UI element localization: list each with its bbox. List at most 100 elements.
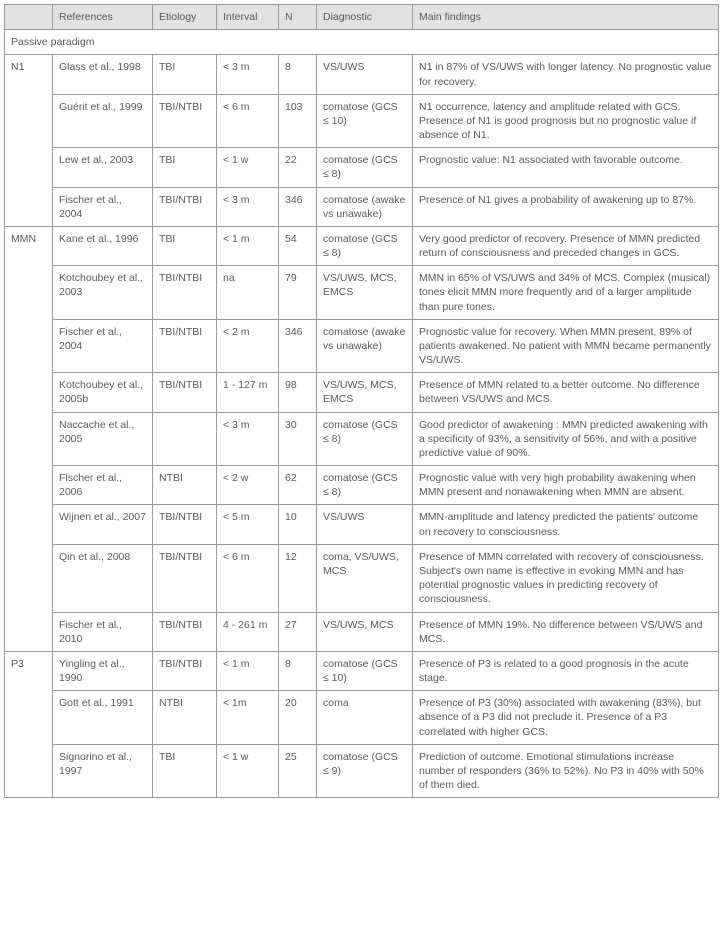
header-references: References [53, 5, 153, 30]
table-header: References Etiology Interval N Diagnosti… [5, 5, 719, 30]
interval-cell: < 3 m [217, 55, 279, 94]
table-row: Fischer et al., 2010TBI/NTBI4 - 261 m27V… [5, 612, 719, 651]
diagnostic-cell: comatose (GCS ≤ 10) [317, 651, 413, 690]
reference-cell: Fischer et al., 2006 [53, 466, 153, 505]
diagnostic-cell: comatose (GCS ≤ 8) [317, 412, 413, 466]
table-row: Naccache et al., 2005< 3 m30comatose (GC… [5, 412, 719, 466]
n-cell: 20 [279, 691, 317, 745]
n-cell: 25 [279, 744, 317, 798]
findings-cell: Presence of MMN correlated with recovery… [413, 544, 719, 612]
header-interval: Interval [217, 5, 279, 30]
etiology-cell: TBI [153, 744, 217, 798]
diagnostic-cell: comatose (GCS ≤ 8) [317, 148, 413, 187]
reference-cell: Fischer et al., 2004 [53, 319, 153, 373]
table-row: Wijnen et al., 2007TBI/NTBI< 5 m10VS/UWS… [5, 505, 719, 544]
reference-cell: Fischer et al., 2004 [53, 187, 153, 226]
diagnostic-cell: VS/UWS [317, 505, 413, 544]
section-row: Passive paradigm [5, 30, 719, 55]
table-row: Gott et al., 1991NTBI< 1m20comaPresence … [5, 691, 719, 745]
findings-cell: Presence of P3 (30%) associated with awa… [413, 691, 719, 745]
reference-cell: Wijnen et al., 2007 [53, 505, 153, 544]
section-label: Passive paradigm [5, 30, 719, 55]
diagnostic-cell: VS/UWS, MCS, EMCS [317, 266, 413, 320]
etiology-cell: NTBI [153, 691, 217, 745]
n-cell: 54 [279, 226, 317, 265]
interval-cell: < 6 m [217, 94, 279, 148]
table-row: Kotchoubey et al., 2003TBI/NTBIna79VS/UW… [5, 266, 719, 320]
table-row: Lew et al., 2003TBI< 1 w22comatose (GCS … [5, 148, 719, 187]
table-row: P3Yingling et al., 1990TBI/NTBI< 1 m8com… [5, 651, 719, 690]
interval-cell: < 2 m [217, 319, 279, 373]
etiology-cell: TBI/NTBI [153, 373, 217, 412]
table-row: Kotchoubey et al., 2005bTBI/NTBI1 - 127 … [5, 373, 719, 412]
reference-cell: Kane et al., 1996 [53, 226, 153, 265]
diagnostic-cell: comatose (GCS ≤ 8) [317, 466, 413, 505]
category-cell: MMN [5, 226, 53, 651]
header-findings: Main findings [413, 5, 719, 30]
interval-cell: < 2 w [217, 466, 279, 505]
etiology-cell: TBI/NTBI [153, 266, 217, 320]
header-diagnostic: Diagnostic [317, 5, 413, 30]
interval-cell: < 1 w [217, 744, 279, 798]
header-n: N [279, 5, 317, 30]
research-table: References Etiology Interval N Diagnosti… [4, 4, 719, 798]
reference-cell: Glass et al., 1998 [53, 55, 153, 94]
reference-cell: Naccache et al., 2005 [53, 412, 153, 466]
reference-cell: Gott et al., 1991 [53, 691, 153, 745]
n-cell: 79 [279, 266, 317, 320]
findings-cell: Prognostic value: N1 associated with fav… [413, 148, 719, 187]
findings-cell: Very good predictor of recovery. Presenc… [413, 226, 719, 265]
reference-cell: Signorino et al., 1997 [53, 744, 153, 798]
findings-cell: MMN-amplitude and latency predicted the … [413, 505, 719, 544]
etiology-cell [153, 412, 217, 466]
interval-cell: na [217, 266, 279, 320]
findings-cell: Prognostic value with very high probabil… [413, 466, 719, 505]
findings-cell: MMN in 65% of VS/UWS and 34% of MCS. Com… [413, 266, 719, 320]
diagnostic-cell: comatose (awake vs unawake) [317, 187, 413, 226]
interval-cell: < 1 m [217, 651, 279, 690]
interval-cell: < 1 w [217, 148, 279, 187]
etiology-cell: TBI/NTBI [153, 94, 217, 148]
n-cell: 103 [279, 94, 317, 148]
findings-cell: Presence of P3 is related to a good prog… [413, 651, 719, 690]
diagnostic-cell: VS/UWS [317, 55, 413, 94]
interval-cell: < 1 m [217, 226, 279, 265]
table-body: Passive paradigm N1Glass et al., 1998TBI… [5, 30, 719, 798]
n-cell: 62 [279, 466, 317, 505]
category-cell: P3 [5, 651, 53, 797]
findings-cell: Prognostic value for recovery. When MMN … [413, 319, 719, 373]
findings-cell: Good predictor of awakening : MMN predic… [413, 412, 719, 466]
n-cell: 10 [279, 505, 317, 544]
table-row: Fischer et al., 2004TBI/NTBI< 2 m346coma… [5, 319, 719, 373]
reference-cell: Qin et al., 2008 [53, 544, 153, 612]
etiology-cell: TBI/NTBI [153, 187, 217, 226]
n-cell: 346 [279, 187, 317, 226]
reference-cell: Guérit et al., 1999 [53, 94, 153, 148]
table-row: Qin et al., 2008TBI/NTBI< 6 m12coma, VS/… [5, 544, 719, 612]
etiology-cell: TBI [153, 148, 217, 187]
etiology-cell: TBI/NTBI [153, 319, 217, 373]
etiology-cell: NTBI [153, 466, 217, 505]
diagnostic-cell: VS/UWS, MCS, EMCS [317, 373, 413, 412]
etiology-cell: TBI/NTBI [153, 544, 217, 612]
findings-cell: Presence of MMN related to a better outc… [413, 373, 719, 412]
table-row: Fischer et al., 2006NTBI< 2 w62comatose … [5, 466, 719, 505]
n-cell: 98 [279, 373, 317, 412]
diagnostic-cell: VS/UWS, MCS [317, 612, 413, 651]
reference-cell: Yingling et al., 1990 [53, 651, 153, 690]
n-cell: 8 [279, 651, 317, 690]
diagnostic-cell: comatose (GCS ≤ 9) [317, 744, 413, 798]
diagnostic-cell: comatose (GCS ≤ 8) [317, 226, 413, 265]
header-etiology: Etiology [153, 5, 217, 30]
diagnostic-cell: coma [317, 691, 413, 745]
table-row: Fischer et al., 2004TBI/NTBI< 3 m346coma… [5, 187, 719, 226]
findings-cell: Prediction of outcome. Emotional stimula… [413, 744, 719, 798]
interval-cell: < 3 m [217, 187, 279, 226]
header-blank [5, 5, 53, 30]
table-row: Signorino et al., 1997TBI< 1 w25comatose… [5, 744, 719, 798]
findings-cell: Presence of N1 gives a probability of aw… [413, 187, 719, 226]
n-cell: 30 [279, 412, 317, 466]
interval-cell: 1 - 127 m [217, 373, 279, 412]
findings-cell: Presence of MMN 19%. No difference betwe… [413, 612, 719, 651]
etiology-cell: TBI/NTBI [153, 651, 217, 690]
